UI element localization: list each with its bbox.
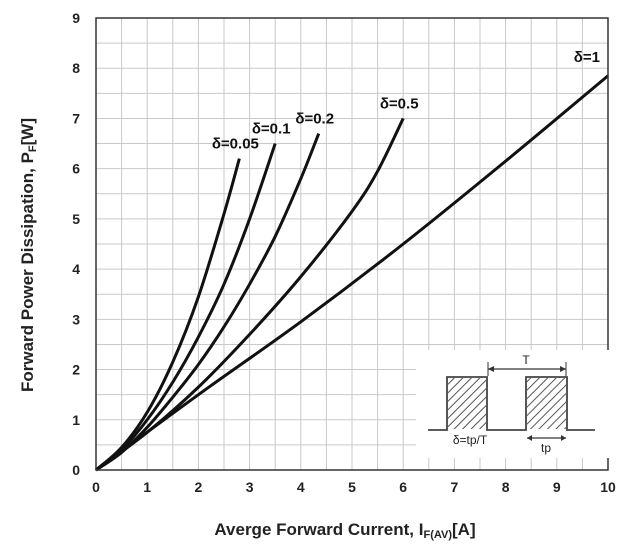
x-tick-label: 8	[502, 479, 510, 495]
y-axis-title-subscript: F	[27, 145, 39, 152]
y-tick-labels: 0 1 2 3 4 5 6 7 8 9	[72, 10, 80, 478]
duty-cycle-formula: δ=tp/T	[453, 433, 488, 447]
series-line-0	[95, 158, 241, 472]
period-arrowhead-left	[488, 366, 494, 372]
pulse-1-hatch	[448, 378, 486, 429]
duty-cycle-inset: T tp δ=tp/T	[416, 350, 612, 458]
x-axis-title-unit: [A]	[452, 520, 476, 539]
pulse-2-hatch	[527, 378, 566, 429]
series-label-0: δ=0.05	[212, 136, 259, 153]
y-tick-label: 2	[72, 362, 80, 378]
period-arrowhead-right	[560, 366, 566, 372]
y-tick-label: 6	[72, 161, 80, 177]
x-tick-label: 5	[348, 479, 356, 495]
x-tick-label: 4	[297, 479, 305, 495]
y-tick-label: 0	[72, 462, 80, 478]
inset-background	[416, 350, 612, 458]
x-tick-label: 3	[246, 479, 254, 495]
y-tick-label: 9	[72, 10, 80, 26]
y-axis-title: Forward Power Dissipation, PF[W]	[18, 118, 39, 392]
series-line-4	[95, 74, 609, 472]
pulse-width-arrowhead-left	[527, 435, 532, 441]
x-tick-label: 0	[92, 479, 100, 495]
x-axis-title: Averge Forward Current, IF(AV)[A]	[214, 520, 475, 541]
pulse-width-label: tp	[541, 441, 551, 455]
x-axis-title-subscript: F(AV)	[423, 529, 452, 541]
series-label-2: δ=0.2	[295, 111, 334, 128]
pulse-width-arrowhead-right	[561, 435, 566, 441]
y-tick-label: 4	[72, 261, 80, 277]
x-tick-label: 10	[600, 479, 616, 495]
x-tick-label: 7	[451, 479, 459, 495]
x-tick-label: 6	[399, 479, 407, 495]
plot-frame	[95, 17, 609, 471]
period-label: T	[522, 353, 530, 367]
series-label-3: δ=0.5	[380, 95, 419, 112]
series-layer	[95, 74, 609, 472]
y-tick-label: 3	[72, 311, 80, 327]
y-axis-title-unit: [W]	[18, 118, 37, 145]
series-label-4: δ=1	[574, 49, 600, 66]
series-label-1: δ=0.1	[252, 121, 291, 138]
series-labels: δ=0.05δ=0.1δ=0.2 δ=0.5 δ=1	[212, 49, 600, 153]
y-tick-label: 7	[72, 110, 80, 126]
series-line-1	[95, 143, 277, 472]
x-tick-label: 9	[553, 479, 561, 495]
pulse-waveform	[428, 376, 595, 431]
y-tick-label: 5	[72, 211, 80, 227]
y-tick-label: 8	[72, 60, 80, 76]
x-tick-label: 2	[195, 479, 203, 495]
y-tick-label: 1	[72, 412, 80, 428]
x-tick-labels: 0 1 2 3 4 5 6 7 8 9 10	[92, 479, 616, 495]
x-tick-label: 1	[143, 479, 151, 495]
